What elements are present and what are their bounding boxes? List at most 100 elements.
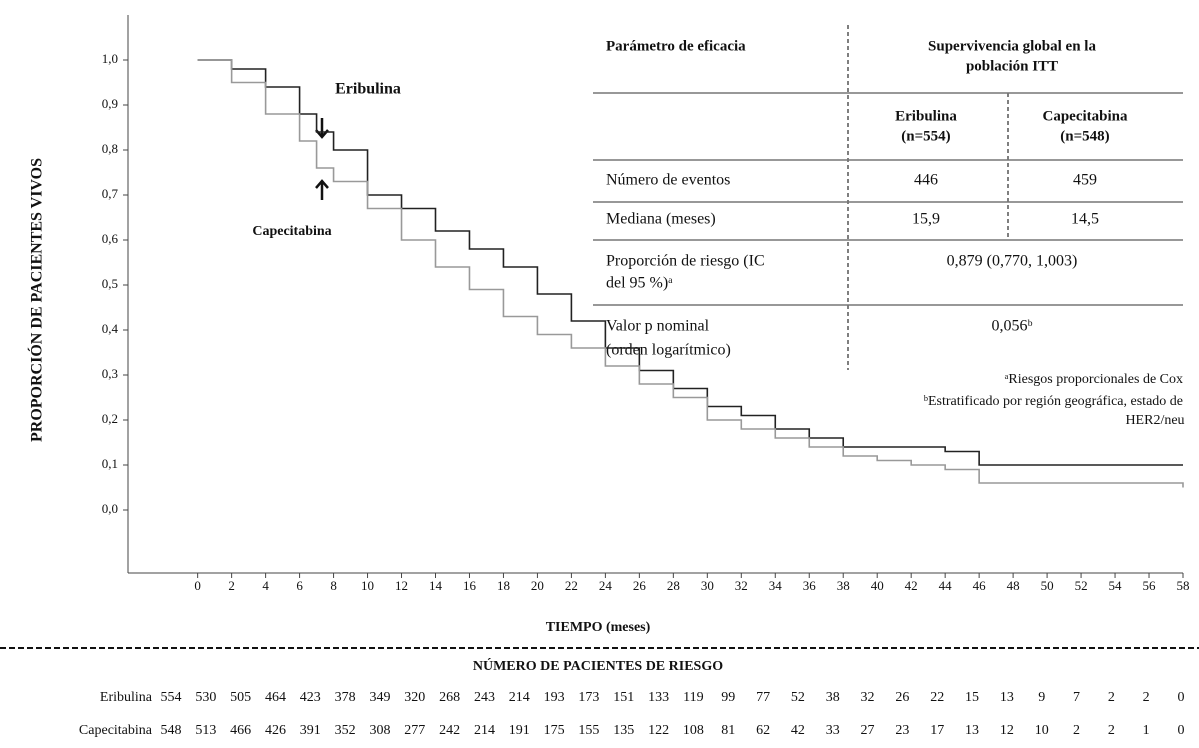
risk-value: 548	[161, 723, 182, 738]
table-header: (n=548)	[1060, 128, 1109, 144]
x-tick-label: 40	[871, 578, 884, 593]
arrow	[315, 179, 329, 200]
risk-value: 151	[613, 690, 634, 705]
y-tick-label: 0,1	[102, 456, 118, 471]
risk-value: 242	[439, 723, 460, 738]
table-cell: 14,5	[1071, 211, 1099, 228]
y-tick-label: 0,3	[102, 366, 118, 381]
risk-value: 32	[861, 690, 875, 705]
x-tick-label: 38	[837, 578, 850, 593]
risk-value: 214	[509, 690, 530, 705]
risk-value: 99	[721, 690, 735, 705]
risk-value: 352	[335, 723, 356, 738]
risk-value: 308	[369, 723, 390, 738]
y-axis-label: PROPORCIÓN DE PACIENTES VIVOS	[27, 158, 46, 442]
table-cell: Proporción de riesgo (IC	[606, 253, 765, 270]
x-tick-label: 50	[1041, 578, 1054, 593]
risk-value: 22	[930, 690, 944, 705]
table-cell: 459	[1073, 172, 1097, 189]
table-header: población ITT	[966, 58, 1058, 74]
risk-value: 62	[756, 723, 770, 738]
footnote: ᵃRiesgos proporcionales de Cox	[1005, 372, 1183, 387]
risk-value: 191	[509, 723, 530, 738]
risk-value: 9	[1038, 690, 1045, 705]
table-header: Supervivencia global en la	[928, 38, 1096, 54]
curve-label: Eribulina	[335, 81, 401, 98]
risk-value: 81	[721, 723, 735, 738]
table-cell: Número de eventos	[606, 172, 730, 189]
x-tick-label: 46	[973, 578, 987, 593]
curve-label: Capecitabina	[252, 224, 331, 239]
risk-row-label: Capecitabina	[79, 723, 153, 738]
x-tick-label: 18	[497, 578, 510, 593]
risk-value: 505	[230, 690, 251, 705]
x-tick-label: 12	[395, 578, 408, 593]
x-tick-label: 26	[633, 578, 647, 593]
footnote: ᵇEstratificado por región geográfica, es…	[924, 394, 1183, 409]
x-tick-label: 34	[769, 578, 783, 593]
risk-value: 268	[439, 690, 460, 705]
y-tick-label: 1,0	[102, 51, 118, 66]
risk-value: 175	[544, 723, 565, 738]
risk-row-label: Eribulina	[100, 690, 153, 705]
risk-value: 13	[965, 723, 979, 738]
risk-value: 1	[1143, 723, 1150, 738]
risk-value: 0	[1178, 723, 1185, 738]
x-tick-label: 4	[262, 578, 269, 593]
risk-value: 423	[300, 690, 321, 705]
risk-value: 277	[404, 723, 425, 738]
table-header: Eribulina	[895, 108, 957, 124]
risk-value: 15	[965, 690, 979, 705]
survival-curve	[197, 59, 1184, 488]
risk-value: 38	[826, 690, 840, 705]
y-tick-label: 0,0	[102, 501, 118, 516]
x-tick-label: 28	[667, 578, 680, 593]
x-tick-label: 22	[565, 578, 578, 593]
table-cell: Valor p nominal	[606, 318, 710, 335]
table-cell: 0,056ᵇ	[992, 318, 1033, 335]
efficacy-table: Parámetro de eficacia Supervivencia glob…	[593, 25, 1185, 428]
x-tick-label: 20	[531, 578, 544, 593]
y-tick-label: 0,5	[102, 276, 118, 291]
y-tick-label: 0,4	[102, 321, 119, 336]
risk-value: 2	[1073, 723, 1080, 738]
risk-value: 42	[791, 723, 805, 738]
x-tick-label: 58	[1177, 578, 1190, 593]
x-tick-label: 24	[599, 578, 613, 593]
risk-value: 320	[404, 690, 425, 705]
risk-value: 2	[1143, 690, 1150, 705]
risk-title: NÚMERO DE PACIENTES DE RIESGO	[473, 657, 723, 674]
risk-value: 530	[195, 690, 216, 705]
risk-value: 119	[683, 690, 703, 705]
x-tick-label: 36	[803, 578, 817, 593]
risk-value: 464	[265, 690, 286, 705]
risk-value: 2	[1108, 690, 1115, 705]
risk-value: 378	[335, 690, 356, 705]
arrow	[315, 118, 329, 139]
x-tick-label: 8	[330, 578, 337, 593]
risk-value: 426	[265, 723, 286, 738]
x-tick-label: 32	[735, 578, 748, 593]
x-tick-label: 42	[905, 578, 918, 593]
risk-value: 122	[648, 723, 669, 738]
risk-value: 466	[230, 723, 251, 738]
risk-value: 155	[578, 723, 599, 738]
risk-value: 193	[544, 690, 565, 705]
risk-value: 13	[1000, 690, 1014, 705]
risk-value: 17	[930, 723, 944, 738]
risk-value: 214	[474, 723, 495, 738]
survival-curve	[197, 59, 1183, 466]
table-cell: (orden logarítmico)	[606, 342, 731, 359]
risk-value: 7	[1073, 690, 1080, 705]
y-tick-label: 0,9	[102, 96, 118, 111]
x-tick-label: 10	[361, 578, 374, 593]
risk-value: 10	[1035, 723, 1049, 738]
table-cell: 0,879 (0,770, 1,003)	[947, 253, 1078, 270]
table-cell: del 95 %)ᵃ	[606, 275, 673, 292]
risk-value: 173	[578, 690, 599, 705]
risk-value: 52	[791, 690, 805, 705]
x-axis-label: TIEMPO (meses)	[546, 620, 651, 635]
table-header: (n=554)	[901, 128, 950, 144]
table-cell: Mediana (meses)	[606, 211, 716, 228]
